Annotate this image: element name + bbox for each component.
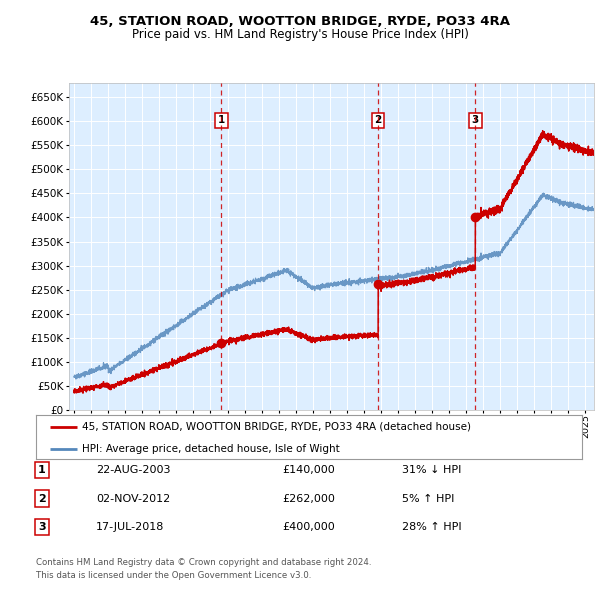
Text: 31% ↓ HPI: 31% ↓ HPI <box>402 466 461 475</box>
Text: 3: 3 <box>38 522 46 532</box>
Text: HPI: Average price, detached house, Isle of Wight: HPI: Average price, detached house, Isle… <box>82 444 340 454</box>
Text: 45, STATION ROAD, WOOTTON BRIDGE, RYDE, PO33 4RA (detached house): 45, STATION ROAD, WOOTTON BRIDGE, RYDE, … <box>82 422 472 432</box>
Text: 2: 2 <box>374 115 382 125</box>
Text: £140,000: £140,000 <box>282 466 335 475</box>
Text: 17-JUL-2018: 17-JUL-2018 <box>96 522 164 532</box>
Text: 2: 2 <box>38 494 46 503</box>
Text: £262,000: £262,000 <box>282 494 335 503</box>
Text: 02-NOV-2012: 02-NOV-2012 <box>96 494 170 503</box>
Text: 5% ↑ HPI: 5% ↑ HPI <box>402 494 454 503</box>
Text: 28% ↑ HPI: 28% ↑ HPI <box>402 522 461 532</box>
Text: Price paid vs. HM Land Registry's House Price Index (HPI): Price paid vs. HM Land Registry's House … <box>131 28 469 41</box>
Text: £400,000: £400,000 <box>282 522 335 532</box>
Text: 1: 1 <box>38 466 46 475</box>
Text: 3: 3 <box>472 115 479 125</box>
Text: This data is licensed under the Open Government Licence v3.0.: This data is licensed under the Open Gov… <box>36 571 311 579</box>
Text: 1: 1 <box>218 115 225 125</box>
Text: 22-AUG-2003: 22-AUG-2003 <box>96 466 170 475</box>
Text: 45, STATION ROAD, WOOTTON BRIDGE, RYDE, PO33 4RA: 45, STATION ROAD, WOOTTON BRIDGE, RYDE, … <box>90 15 510 28</box>
Text: Contains HM Land Registry data © Crown copyright and database right 2024.: Contains HM Land Registry data © Crown c… <box>36 558 371 566</box>
